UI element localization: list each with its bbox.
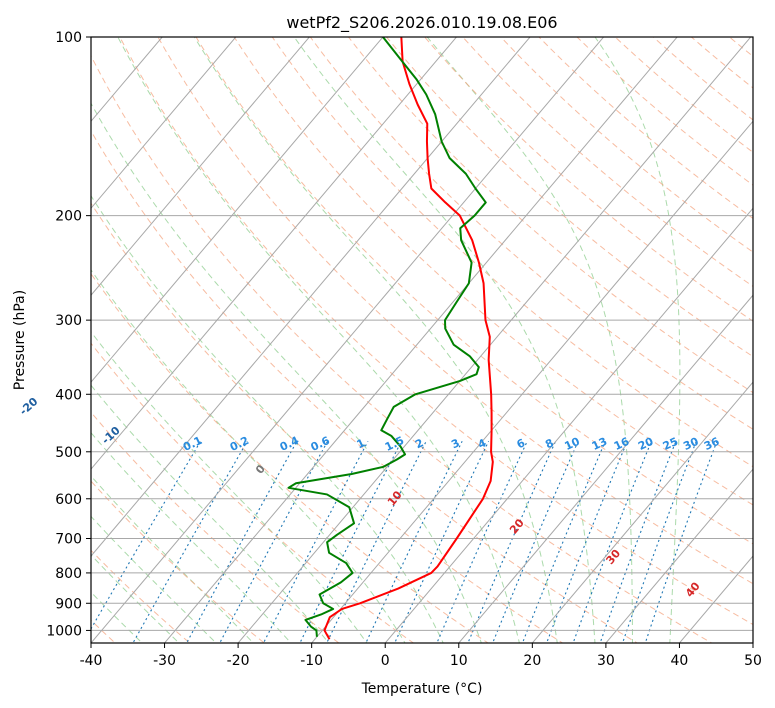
dry-adiabat-line bbox=[91, 130, 639, 643]
y-tick-label: 600 bbox=[55, 492, 82, 508]
isotherm-line bbox=[163, 37, 678, 643]
x-tick-label: -30 bbox=[153, 653, 176, 669]
mixing-ratio-line bbox=[326, 441, 427, 643]
moist-adiabat-line bbox=[91, 475, 255, 643]
y-tick-label: 700 bbox=[55, 532, 82, 548]
mixing-ratio-line bbox=[644, 441, 718, 643]
y-tick-label: 500 bbox=[55, 445, 82, 461]
isotherm-line bbox=[237, 37, 752, 643]
x-tick-label: 30 bbox=[597, 653, 615, 669]
dry-adiabat-line bbox=[271, 37, 753, 468]
inline-label: -20 bbox=[17, 395, 41, 418]
dewpoint-line bbox=[287, 37, 487, 637]
isobars bbox=[91, 37, 753, 631]
dry-adiabat-line bbox=[91, 549, 191, 643]
x-tick-label: 0 bbox=[381, 653, 390, 669]
moist-adiabat-line bbox=[91, 554, 180, 643]
dry-adiabat-line bbox=[309, 37, 753, 430]
mixing-ratio-line bbox=[521, 441, 606, 643]
mixing-ratio-line bbox=[546, 441, 628, 643]
isotherm-line bbox=[91, 37, 163, 123]
y-tick-label: 1000 bbox=[46, 623, 82, 639]
dry-adiabat-line bbox=[91, 202, 564, 643]
plot-frame bbox=[90, 36, 754, 644]
moist-adiabat-line bbox=[91, 431, 292, 643]
y-tick-label: 300 bbox=[55, 313, 82, 329]
x-tick-label: 20 bbox=[523, 653, 541, 669]
x-tick-label: 40 bbox=[671, 653, 689, 669]
moist-adiabat-line bbox=[91, 331, 368, 643]
dry-adiabat-line bbox=[195, 37, 753, 545]
inline-label: 20 bbox=[636, 435, 656, 453]
isotherm-line bbox=[531, 381, 753, 643]
isotherm-line bbox=[458, 294, 753, 643]
y-tick-label: 900 bbox=[55, 596, 82, 612]
x-tick-label: -40 bbox=[80, 653, 103, 669]
moist-adiabat-line bbox=[91, 102, 482, 643]
sounding-profiles bbox=[287, 37, 494, 640]
isotherms bbox=[91, 37, 753, 643]
mixing-ratio-line bbox=[299, 441, 403, 643]
moist-adiabat-line bbox=[117, 37, 520, 643]
inline-label: 16 bbox=[612, 435, 632, 453]
inline-label: 30 bbox=[681, 435, 701, 453]
x-tick-label: 10 bbox=[450, 653, 468, 669]
moist-adiabat-line bbox=[293, 37, 596, 643]
plot-background bbox=[91, 37, 753, 643]
x-tick-label: -10 bbox=[300, 653, 323, 669]
mixing-ratio-line bbox=[219, 441, 329, 643]
inline-label: 10 bbox=[562, 435, 582, 453]
dry-adiabat-line bbox=[91, 54, 713, 643]
moist-adiabat-line bbox=[193, 37, 558, 643]
inline-label: 25 bbox=[661, 435, 680, 453]
x-tick-label: 50 bbox=[744, 653, 762, 669]
moist-adiabat-line bbox=[91, 591, 143, 643]
mixing-ratio-line bbox=[365, 441, 463, 643]
y-axis-title: Pressure (hPa) bbox=[12, 290, 28, 390]
x-tick-label: -20 bbox=[227, 653, 250, 669]
mixing-ratio-line bbox=[621, 441, 697, 643]
mixing-ratio-lines bbox=[91, 440, 718, 643]
axes: -40 -30 -20 -10 0 10 20 30 40 50 1000 900 800 700 600 5… bbox=[46, 30, 762, 669]
isotherm-line bbox=[384, 207, 753, 643]
isotherm-line bbox=[91, 37, 384, 383]
dry-adiabat-line bbox=[91, 411, 340, 643]
isotherm-line bbox=[91, 37, 237, 209]
isotherm-line bbox=[91, 37, 531, 557]
dry-adiabat-line bbox=[119, 37, 753, 626]
y-tick-label: 400 bbox=[55, 387, 82, 403]
isotherm-line bbox=[91, 37, 458, 470]
dry-adiabat-line bbox=[462, 37, 753, 287]
inline-label: 36 bbox=[702, 435, 722, 453]
y-tick-label: 100 bbox=[55, 30, 82, 46]
temperature-line bbox=[323, 37, 494, 640]
isotherm-line bbox=[311, 120, 753, 643]
x-axis-title: Temperature (°C) bbox=[361, 681, 483, 697]
dry-adiabat-line bbox=[91, 342, 415, 643]
dry-adiabat-line bbox=[157, 37, 753, 585]
chart-title: wetPf2_S206.2026.010.19.08.E06 bbox=[286, 13, 557, 33]
dry-adiabat-line bbox=[91, 480, 266, 643]
inline-label: 13 bbox=[590, 435, 609, 453]
moist-adiabat-line bbox=[91, 384, 330, 643]
dry-adiabat-line bbox=[91, 272, 489, 643]
isotherm-line bbox=[91, 37, 311, 296]
y-tick-label: 200 bbox=[55, 209, 82, 225]
dry-adiabat-line bbox=[347, 37, 753, 394]
moist-adiabat-line bbox=[594, 37, 681, 643]
mixing-ratio-line bbox=[572, 441, 652, 643]
dry-adiabat-line bbox=[233, 37, 753, 506]
dry-adiabat-line bbox=[423, 37, 753, 322]
isotherm-line bbox=[91, 37, 605, 643]
dry-adiabats bbox=[91, 37, 753, 643]
mixing-ratio-line bbox=[262, 441, 369, 643]
mixing-ratio-line bbox=[599, 441, 677, 643]
y-tick-label: 800 bbox=[55, 566, 82, 582]
isotherm-line bbox=[605, 468, 753, 643]
moist-adiabat-line bbox=[91, 515, 217, 643]
